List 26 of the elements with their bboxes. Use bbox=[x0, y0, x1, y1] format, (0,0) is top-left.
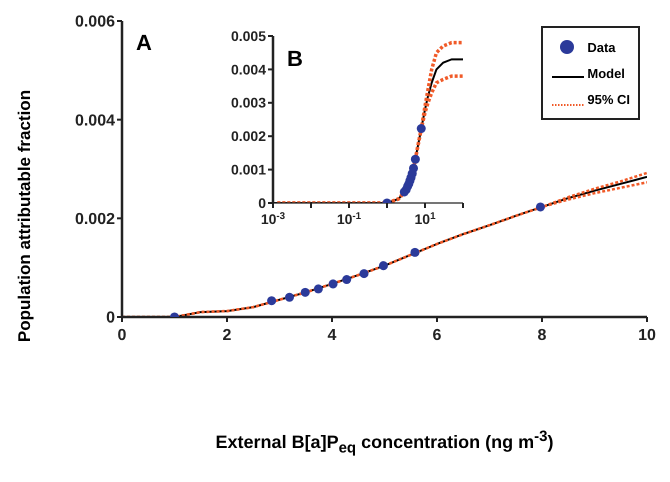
x-tick-label: 4 bbox=[328, 327, 337, 344]
y-tick-label: 0.004 bbox=[230, 61, 266, 78]
x-tick-label: 10$^{-1}$ bbox=[336, 210, 362, 227]
y-tick-label: 0.003 bbox=[230, 94, 266, 111]
x-tick-label: 8 bbox=[538, 327, 547, 344]
legend-label: 95% CI bbox=[587, 92, 630, 106]
x-tick-label: 0 bbox=[118, 327, 127, 344]
x-tick-label: 10$^{1}$ bbox=[414, 210, 436, 227]
y-tick-label: 0.002 bbox=[74, 210, 116, 228]
x-tick-label: 6 bbox=[432, 327, 442, 344]
y-tick-label: 0 bbox=[258, 194, 266, 211]
annotation: B bbox=[287, 46, 303, 72]
x-tick-label: 2 bbox=[222, 327, 232, 344]
y-tick-label: 0.002 bbox=[230, 128, 266, 144]
annotation: A bbox=[136, 30, 152, 56]
x-tick-label: 10 bbox=[638, 327, 656, 344]
y-tick-label: 0 bbox=[106, 310, 116, 327]
y-tick-label: 0.006 bbox=[74, 14, 116, 31]
y-tick-label: 0.001 bbox=[230, 162, 266, 178]
y-tick-label: 0.004 bbox=[74, 112, 116, 130]
legend-label: Model bbox=[587, 66, 625, 80]
x-axis-title: External B[a]P$_{eq}$ concentration (ng m$^{-3}$) bbox=[214, 428, 554, 457]
y-axis-title: Population attributable fraction bbox=[15, 88, 35, 344]
x-tick-label: 10$^{-3}$ bbox=[260, 210, 286, 227]
y-tick-label: 0.005 bbox=[230, 28, 266, 44]
legend-label: Data bbox=[587, 40, 616, 54]
